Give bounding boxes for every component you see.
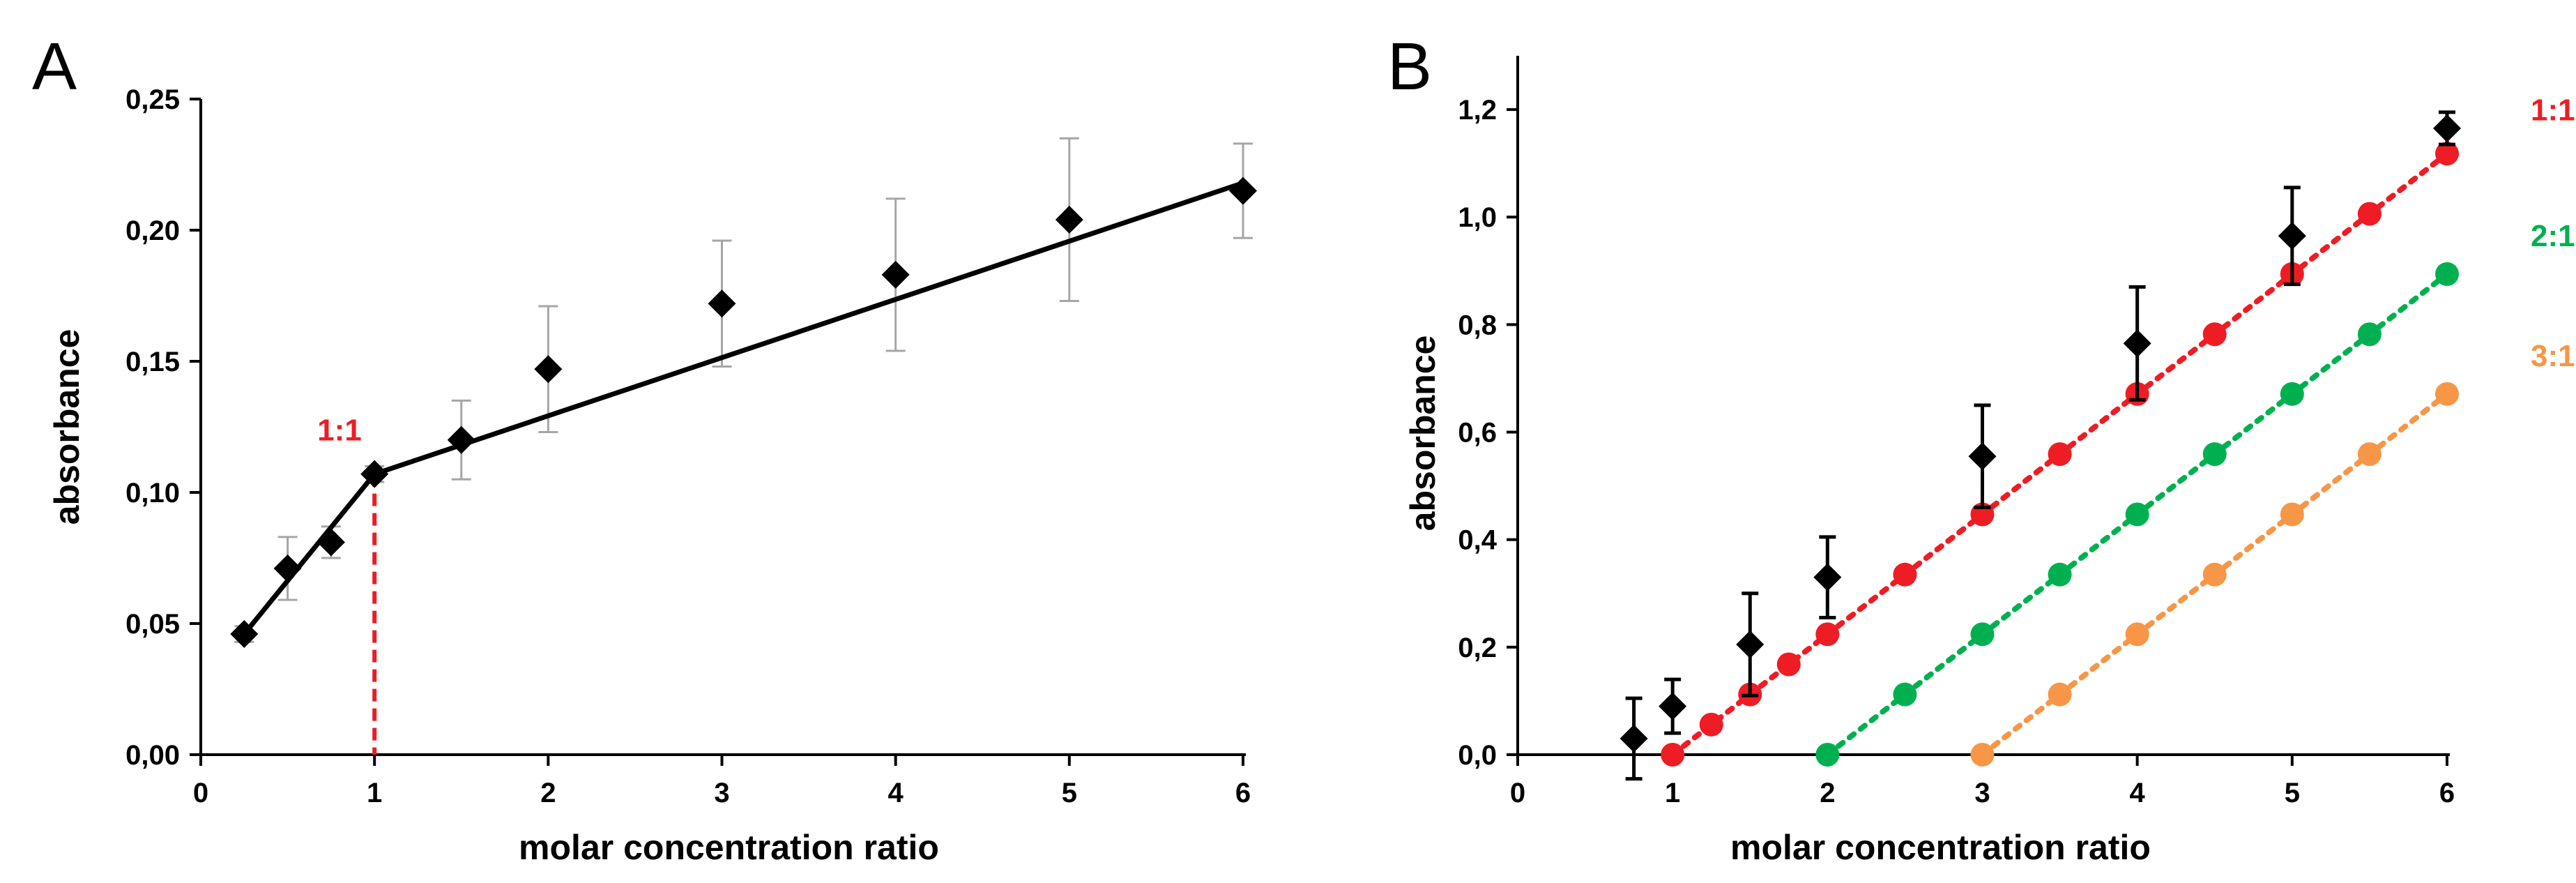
series-point-3-1: [2048, 682, 2072, 707]
series-point-1-1: [1776, 652, 1801, 677]
fit-line: [372, 180, 1246, 477]
measured-point: [2123, 329, 2151, 358]
breakpoint-label: 1:1: [317, 414, 362, 448]
series-point-1-1: [1815, 622, 1840, 647]
x-axis-title: molar concentration ratio: [1730, 828, 2151, 867]
panel-b: B 0,0 0,2 0,4 0,6 0,8 1,0 1,2 0 1 2 3 4 5 6 molar conce…: [1387, 29, 2575, 867]
y-tick-label: 0,8: [1458, 310, 1497, 340]
series-point-3-1: [2435, 382, 2459, 406]
x-tick-label: 3: [714, 778, 729, 808]
y-tick-label: 0,00: [125, 740, 180, 771]
x-tick-label: 6: [1235, 778, 1251, 808]
data-point: [317, 528, 345, 557]
series-point-3-1: [2125, 622, 2149, 647]
y-tick-label: 1,2: [1458, 95, 1497, 126]
x-tick-label: 2: [540, 778, 556, 808]
x-tick-label: 5: [2285, 778, 2300, 808]
x-tick-label: 1: [367, 778, 382, 808]
series-point-3-1: [2202, 562, 2227, 587]
measured-point: [2433, 114, 2461, 143]
x-tick-label: 0: [193, 778, 208, 808]
measured-point: [1736, 630, 1765, 658]
data-point: [1055, 205, 1083, 234]
panel-label: A: [32, 29, 77, 104]
y-tick-label: 0,6: [1458, 418, 1497, 448]
data-point: [230, 620, 259, 649]
series-label: 1:1: [2531, 93, 2575, 127]
y-tick-label: 0,2: [1458, 633, 1497, 663]
x-tick-label: 2: [1820, 778, 1835, 808]
series-point-1-1: [2357, 202, 2381, 226]
series-point-1-1: [2048, 442, 2072, 467]
data-point: [534, 355, 563, 384]
x-tick-label: 6: [2439, 778, 2455, 808]
series-point-2-1: [2280, 382, 2304, 406]
measured-point: [1659, 692, 1687, 720]
measured-point: [2278, 222, 2306, 250]
series-point-1-1: [1661, 743, 1685, 767]
x-tick-label: 4: [2130, 778, 2146, 808]
data-point: [708, 289, 736, 318]
series-point-2-1: [1893, 682, 1917, 707]
y-tick-label: 0,25: [125, 84, 180, 115]
y-tick-label: 1,0: [1458, 202, 1497, 233]
series-point-1-1: [1699, 712, 1723, 737]
panel-a: A 0,00 0,05 0,10 0,15 0,20 0,25 0 1 2 3 4 5 6 molar co…: [32, 29, 1257, 867]
y-axis-title: absorbance: [1403, 335, 1442, 531]
x-tick-label: 3: [1974, 778, 1990, 808]
series-point-1-1: [2202, 322, 2227, 347]
y-tick-label: 0,15: [125, 347, 180, 377]
series-point-2-1: [2357, 322, 2381, 347]
y-tick-label: 0,20: [125, 216, 180, 246]
x-tick-label: 5: [1062, 778, 1077, 808]
y-tick-label: 0,10: [125, 478, 180, 508]
measured-point: [1968, 442, 1997, 471]
y-tick-label: 0,0: [1458, 740, 1497, 771]
series-label: 2:1: [2531, 219, 2575, 253]
series-point-2-1: [1970, 622, 1995, 647]
series-point-3-1: [2357, 442, 2381, 467]
series-point-2-1: [2125, 502, 2149, 527]
series-point-2-1: [2048, 562, 2072, 587]
fit-line: [241, 471, 377, 637]
series-point-2-1: [1815, 743, 1840, 767]
data-point: [360, 460, 389, 488]
series-point-2-1: [2435, 262, 2459, 286]
series-label: 3:1: [2531, 339, 2575, 373]
measured-point: [1619, 724, 1648, 753]
y-tick-label: 0,05: [125, 609, 180, 640]
series-point-1-1: [2435, 142, 2459, 166]
data-point: [447, 425, 475, 454]
x-axis-title: molar concentration ratio: [519, 828, 939, 867]
data-point: [1229, 176, 1257, 205]
series-point-3-1: [2280, 502, 2304, 527]
y-axis-title: absorbance: [47, 329, 86, 525]
x-tick-label: 4: [888, 778, 904, 808]
series-point-1-1: [1893, 562, 1917, 587]
data-point: [881, 260, 910, 289]
x-tick-label: 0: [1510, 778, 1525, 808]
x-tick-label: 1: [1665, 778, 1680, 808]
data-point: [273, 554, 302, 583]
y-tick-label: 0,4: [1458, 525, 1497, 556]
measured-point: [1813, 563, 1842, 591]
panel-label: B: [1387, 29, 1432, 104]
series-point-2-1: [2202, 442, 2227, 467]
series-point-3-1: [1970, 743, 1995, 767]
